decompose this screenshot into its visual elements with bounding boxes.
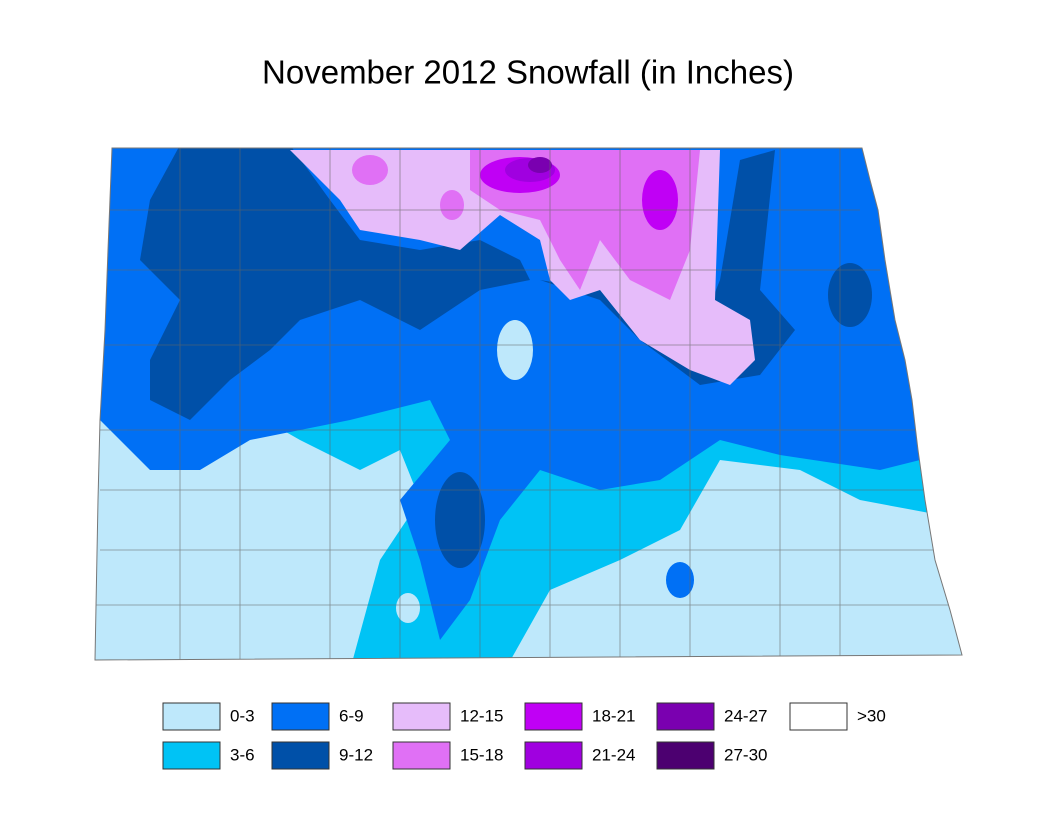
legend-label: 24-27 — [724, 706, 767, 725]
legend-swatch — [162, 741, 221, 770]
legend-label: 3-6 — [230, 745, 255, 764]
snowfall-region — [528, 157, 552, 173]
legend-label: 27-30 — [724, 745, 767, 764]
legend-swatch — [789, 702, 848, 731]
legend-swatch — [524, 702, 583, 731]
state-outline — [94, 147, 963, 661]
snowfall-region — [435, 472, 485, 568]
snowfall-region — [497, 320, 533, 380]
legend-swatch — [271, 702, 330, 731]
legend: 0-3 3-6 6-9 9-12 12-15 15-18 18-21 21-24 24-27 27… — [162, 702, 886, 770]
legend-label: 6-9 — [339, 706, 364, 725]
legend-swatch — [656, 741, 715, 770]
snowfall-region — [828, 263, 872, 327]
legend-swatch — [271, 741, 330, 770]
snowfall-region — [140, 148, 530, 420]
snowfall-region — [642, 170, 678, 230]
snowfall-region — [352, 155, 388, 185]
legend-label: 9-12 — [339, 745, 373, 764]
legend-swatch — [524, 741, 583, 770]
snowfall-map — [95, 148, 962, 660]
legend-label: 0-3 — [230, 706, 255, 725]
legend-label: 15-18 — [460, 745, 503, 764]
legend-swatch — [392, 741, 451, 770]
map-title: November 2012 Snowfall (in Inches) — [262, 54, 794, 91]
legend-label: 12-15 — [460, 706, 503, 725]
legend-swatch — [392, 702, 451, 731]
legend-label: >30 — [857, 706, 886, 725]
legend-swatch — [162, 702, 221, 731]
snowfall-region — [396, 593, 420, 623]
legend-swatch — [656, 702, 715, 731]
legend-label: 21-24 — [592, 745, 635, 764]
snowfall-region — [440, 190, 464, 220]
legend-label: 18-21 — [592, 706, 635, 725]
snowfall-region — [666, 562, 694, 598]
